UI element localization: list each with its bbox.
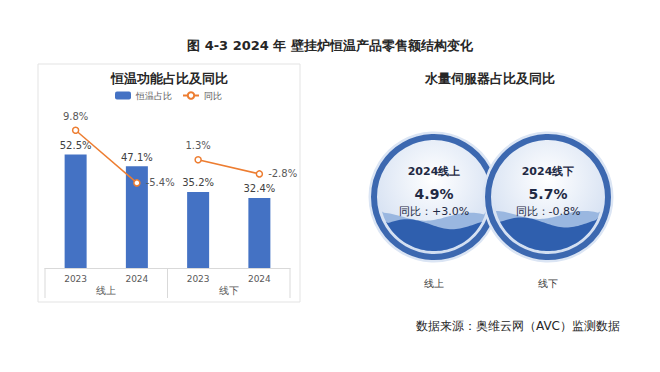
svg-text:2024: 2024 xyxy=(248,274,271,284)
svg-text:32.4%: 32.4% xyxy=(243,183,275,194)
svg-text:9.8%: 9.8% xyxy=(63,111,88,122)
svg-text:4.9%: 4.9% xyxy=(415,186,454,202)
svg-text:同比：-0.8%: 同比：-0.8% xyxy=(516,205,581,218)
svg-text:水量伺服器占比及同比: 水量伺服器占比及同比 xyxy=(424,71,555,86)
svg-text:2023: 2023 xyxy=(187,274,210,284)
svg-text:数据来源：奥维云网（AVC）监测数据: 数据来源：奥维云网（AVC）监测数据 xyxy=(416,319,620,333)
svg-text:35.2%: 35.2% xyxy=(182,177,214,188)
svg-text:2024: 2024 xyxy=(125,274,148,284)
svg-text:线上: 线上 xyxy=(424,278,444,289)
svg-text:-2.8%: -2.8% xyxy=(268,168,297,179)
svg-text:同比: 同比 xyxy=(204,91,222,101)
svg-text:5.7%: 5.7% xyxy=(529,186,568,202)
svg-text:47.1%: 47.1% xyxy=(121,152,153,163)
svg-text:同比：+3.0%: 同比：+3.0% xyxy=(399,205,469,218)
svg-text:线下: 线下 xyxy=(219,285,239,296)
svg-text:2023: 2023 xyxy=(64,274,87,284)
svg-text:52.5%: 52.5% xyxy=(60,140,92,151)
svg-text:恒温功能占比及同比: 恒温功能占比及同比 xyxy=(110,71,228,86)
svg-text:线上: 线上 xyxy=(96,285,116,296)
svg-text:1.3%: 1.3% xyxy=(185,140,210,151)
svg-text:恒温占比: 恒温占比 xyxy=(135,91,172,101)
svg-text:图 4-3 2024 年 壁挂炉恒温产品零售额结构变化: 图 4-3 2024 年 壁挂炉恒温产品零售额结构变化 xyxy=(187,38,474,53)
svg-text:2024线下: 2024线下 xyxy=(522,165,575,178)
svg-text:2024线上: 2024线上 xyxy=(408,165,461,178)
svg-text:-5.4%: -5.4% xyxy=(146,177,175,188)
svg-text:线下: 线下 xyxy=(538,278,558,289)
